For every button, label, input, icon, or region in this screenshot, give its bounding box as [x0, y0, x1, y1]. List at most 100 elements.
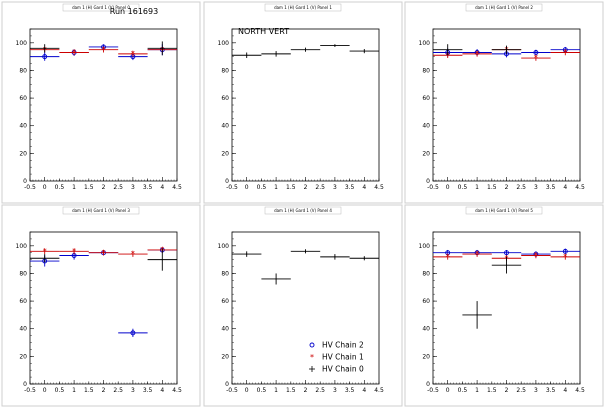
- pad-title: dam 1 (H) Gard 1 (V) Panel 4: [274, 208, 332, 213]
- y-tick-label: 60: [422, 298, 430, 305]
- y-tick-label: 40: [19, 326, 27, 333]
- x-tick-label: 0: [245, 184, 249, 191]
- x-tick-label: 2: [304, 387, 308, 394]
- x-tick-label: 4.5: [172, 184, 182, 191]
- y-tick-label: 100: [16, 40, 28, 47]
- y-tick-label: 20: [422, 150, 430, 157]
- series-hv-chain-0: [462, 256, 522, 329]
- y-tick-label: 40: [221, 326, 229, 333]
- x-tick-label: 4: [362, 184, 366, 191]
- x-tick-label: 1.5: [84, 184, 94, 191]
- x-tick-label: 1.5: [84, 387, 94, 394]
- pad-title-box: [264, 206, 342, 215]
- data-point: *: [446, 51, 450, 60]
- data-point: [334, 256, 336, 258]
- data-point: [505, 264, 508, 266]
- data-point: [246, 54, 248, 56]
- x-tick-label: 1.5: [286, 184, 296, 191]
- x-tick-label: 3.5: [143, 387, 153, 394]
- series-hv-chain-0: [433, 44, 522, 56]
- x-tick-label: 2.5: [315, 387, 325, 394]
- x-tick-label: 3.5: [143, 184, 153, 191]
- y-tick-label: 80: [19, 270, 27, 277]
- x-tick-label: 3: [333, 184, 337, 191]
- legend-label: HV Chain 1: [322, 353, 364, 362]
- y-tick-label: 80: [422, 270, 430, 277]
- legend-label: HV Chain 0: [322, 365, 364, 374]
- x-tick-label: 4: [362, 387, 366, 394]
- y-tick-label: 0: [225, 381, 229, 388]
- data-point: *: [534, 54, 538, 63]
- y-tick-label: 80: [221, 270, 229, 277]
- y-tick-label: 80: [422, 67, 430, 74]
- pad-title: dam 1 (H) Gard 1 (V) Panel 2: [475, 5, 533, 10]
- panel-label: NORTH VERT: [238, 27, 289, 36]
- x-tick-label: 4: [160, 184, 164, 191]
- pad: dam 1 (H) Gard 1 (V) Panel 1-0.5 0 0.5 1 1.5…: [203, 1, 403, 204]
- data-point: *: [72, 48, 76, 57]
- y-tick-label: 20: [19, 353, 27, 360]
- pad-title-box: [62, 206, 140, 215]
- series-hv-chain-0: [30, 41, 177, 56]
- x-tick-label: 4: [160, 387, 164, 394]
- x-tick-label: 2.5: [315, 184, 325, 191]
- pad-title: dam 1 (H) Gard 1 (V) Panel 5: [475, 208, 533, 213]
- y-tick-label: 60: [19, 95, 27, 102]
- data-point: *: [72, 247, 76, 256]
- y-tick-label: 100: [419, 40, 431, 47]
- y-tick-label: 100: [218, 243, 230, 250]
- x-tick-label: 1.5: [487, 387, 497, 394]
- x-tick-label: 2: [304, 184, 308, 191]
- y-tick-label: 20: [422, 353, 430, 360]
- data-point: *: [131, 250, 135, 259]
- y-tick-label: 40: [422, 326, 430, 333]
- data-point: *: [475, 49, 479, 58]
- data-point: *: [131, 49, 135, 58]
- x-tick-label: 2: [102, 387, 106, 394]
- legend: HV Chain 2 * HV Chain 1 HV Chain 0: [309, 341, 364, 374]
- data-point: [334, 44, 336, 47]
- legend-marker: *: [310, 353, 314, 362]
- x-tick-label: 3.5: [546, 387, 556, 394]
- data-point: *: [446, 252, 450, 261]
- x-tick-label: 3.5: [345, 184, 355, 191]
- x-tick-label: 2: [102, 184, 106, 191]
- pad: dam 1 (H) Gard 1 (V) Panel 2-0.5 0 0.5 1 1.5…: [404, 1, 604, 204]
- x-tick-label: 2.5: [516, 387, 526, 394]
- data-point: [504, 250, 509, 256]
- x-tick-label: 2.5: [113, 184, 123, 191]
- x-tick-label: 2: [505, 184, 509, 191]
- y-tick-label: 0: [426, 178, 430, 185]
- x-tick-label: 2.5: [113, 387, 123, 394]
- x-tick-label: 3: [534, 387, 538, 394]
- x-tick-label: 0.5: [458, 387, 468, 394]
- x-tick-label: 3: [131, 387, 135, 394]
- y-tick-label: 20: [19, 150, 27, 157]
- x-tick-label: 0: [43, 387, 47, 394]
- pad-title-box: [465, 206, 543, 215]
- y-tick-label: 80: [19, 67, 27, 74]
- x-tick-label: 1.5: [286, 387, 296, 394]
- data-point: *: [563, 252, 567, 261]
- x-tick-label: 0: [446, 184, 450, 191]
- data-point: [161, 47, 163, 49]
- plot-frame: [231, 231, 380, 385]
- data-point: [363, 50, 365, 52]
- x-tick-label: 3: [534, 184, 538, 191]
- y-tick-label: 40: [221, 123, 229, 130]
- x-tick-label: 0: [245, 387, 249, 394]
- y-tick-label: 100: [419, 243, 431, 250]
- x-tick-label: -0.5: [24, 184, 36, 191]
- data-point: [44, 257, 46, 259]
- x-tick-label: 3.5: [546, 184, 556, 191]
- x-tick-label: 4.5: [575, 387, 585, 394]
- pad: dam 1 (H) Gard 1 (V) Panel 4-0.5 0 0.5 1 1.5…: [203, 204, 403, 407]
- series-hv-chain-0: [30, 248, 177, 271]
- y-tick-label: 40: [19, 123, 27, 130]
- data-point: [505, 49, 508, 51]
- x-tick-label: 4.5: [374, 387, 384, 394]
- data-point: *: [102, 45, 106, 54]
- data-point: *: [534, 251, 538, 260]
